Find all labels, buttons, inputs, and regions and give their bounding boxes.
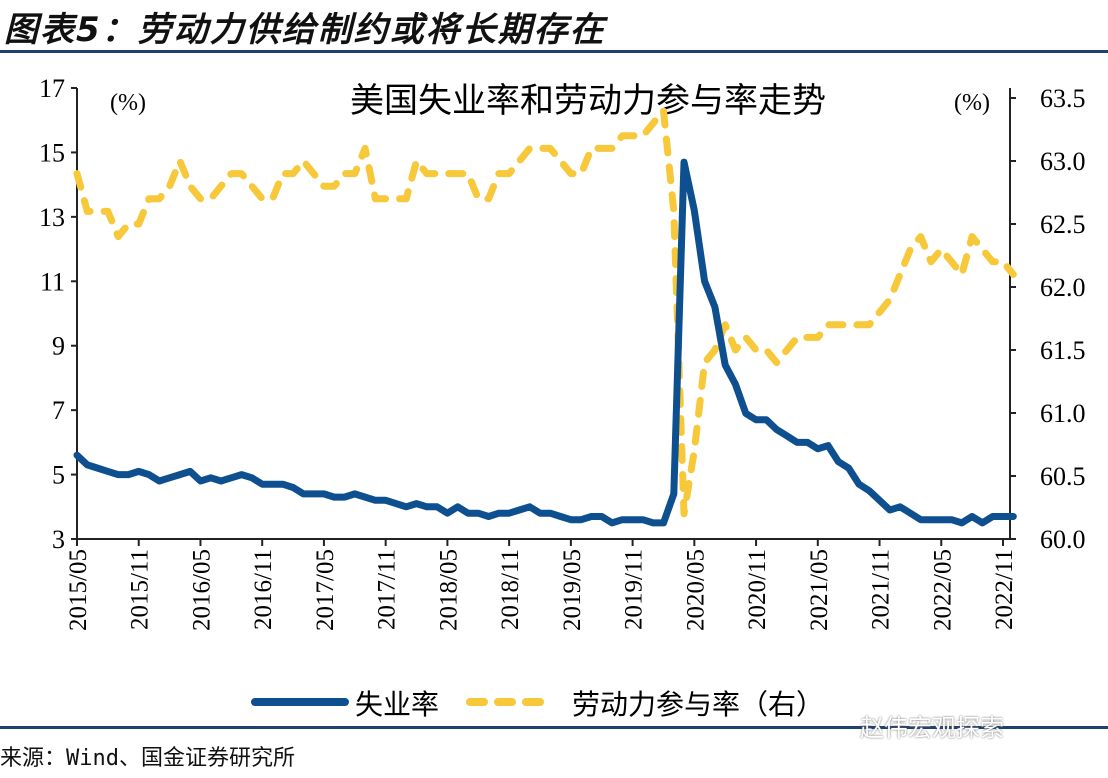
x-tick-label: 2016/11 (250, 549, 277, 630)
left-tick-label: 7 (52, 396, 65, 425)
left-unit-label: (%) (110, 90, 146, 116)
x-tick-label: 2021/11 (868, 549, 895, 630)
left-tick-label: 5 (52, 461, 65, 490)
x-tick-label: 2022/05 (929, 549, 956, 631)
right-tick-label: 62.0 (1040, 273, 1086, 302)
x-tick-label: 2015/05 (65, 549, 92, 631)
left-tick-label: 11 (40, 267, 65, 296)
right-tick-label: 62.5 (1040, 210, 1086, 239)
series-participation-line (73, 107, 1017, 518)
right-unit-label: (%) (954, 90, 990, 116)
x-tick-label: 2018/05 (435, 549, 462, 631)
x-tick-label: 2019/11 (621, 549, 648, 630)
legend: 失业率 劳动力参与率（右） (251, 688, 824, 721)
right-tick-label: 63.0 (1040, 147, 1086, 176)
right-tick-label: 63.5 (1040, 84, 1086, 113)
x-tick-label: 2019/05 (559, 549, 586, 631)
series-unemployment-line (73, 158, 1017, 527)
right-tick-label: 61.5 (1040, 336, 1086, 365)
legend-label-participation: 劳动力参与率（右） (572, 688, 824, 721)
left-tick-label: 3 (52, 525, 65, 554)
bottom-divider (0, 726, 1108, 729)
legend-label-unemployment: 失业率 (355, 688, 439, 721)
x-tick-label: 2020/05 (682, 549, 709, 631)
x-tick-label: 2015/11 (127, 549, 154, 630)
right-tick-label: 60.5 (1040, 462, 1086, 491)
x-tick-label: 2017/11 (374, 549, 401, 630)
x-tick-label: 2022/11 (991, 549, 1018, 630)
figure-title: 图表5：劳动力供给制约或将长期存在 (4, 10, 606, 50)
left-tick-label: 9 (52, 332, 65, 361)
x-tick-label: 2016/05 (188, 549, 215, 631)
x-tick-label: 2017/05 (312, 549, 339, 631)
chart-title: 美国失业率和劳动力参与率走势 (350, 81, 826, 121)
x-tick-label: 2020/11 (744, 549, 771, 630)
right-tick-label: 61.0 (1040, 399, 1086, 428)
right-tick-label: 60.0 (1040, 525, 1086, 554)
left-tick-label: 15 (39, 138, 65, 167)
left-tick-label: 13 (39, 203, 65, 232)
source-note: 来源：Wind、国金证券研究所 (0, 746, 295, 771)
watermark: 赵伟宏观探索 (860, 714, 1004, 742)
top-divider (0, 50, 1108, 53)
x-tick-label: 2018/11 (497, 549, 524, 630)
left-tick-label: 17 (39, 74, 65, 103)
x-tick-label: 2021/05 (806, 549, 833, 631)
